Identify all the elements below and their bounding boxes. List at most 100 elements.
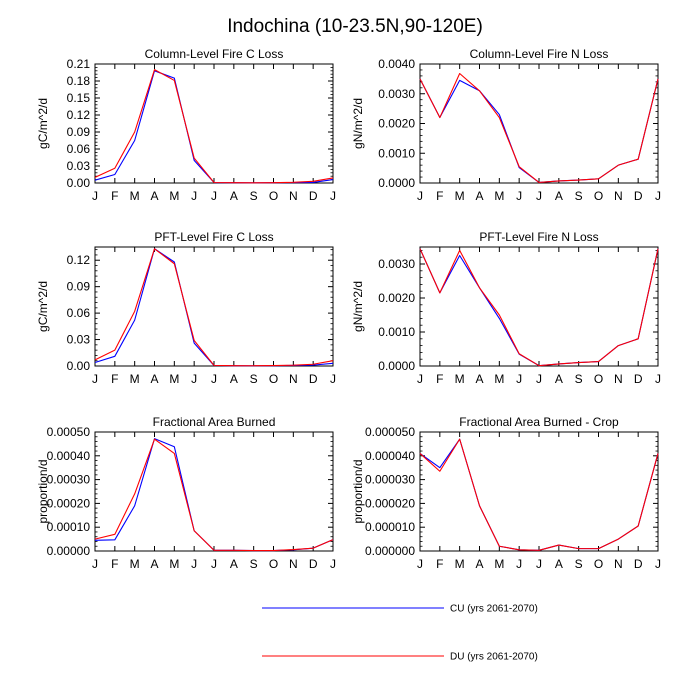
y-tick-label: 0.00030 [47, 473, 91, 487]
x-tick-label: J [417, 189, 423, 203]
y-tick-label: 0.0000 [378, 176, 415, 190]
plot-frame [94, 431, 334, 552]
plot-frame [419, 246, 659, 367]
x-tick-label: J [92, 372, 98, 386]
x-tick-label: J [516, 189, 522, 203]
x-tick-label: N [614, 372, 623, 386]
x-tick-label: J [191, 372, 197, 386]
x-tick-label: A [150, 372, 158, 386]
series-line-du [94, 438, 334, 552]
y-tick-label: 0.000010 [365, 520, 415, 534]
x-tick-label: M [130, 189, 140, 203]
panel-title: PFT-Level Fire C Loss [154, 230, 273, 244]
series-line-du [94, 248, 334, 367]
y-tick-label: 0.0020 [378, 291, 415, 305]
y-tick-label: 0.000030 [365, 473, 415, 487]
y-tick-label: 0.00050 [47, 425, 91, 439]
x-tick-label: S [250, 557, 258, 571]
y-tick-label: 0.00000 [47, 544, 91, 558]
x-tick-label: J [211, 557, 217, 571]
x-tick-label: A [475, 189, 483, 203]
x-tick-label: D [634, 372, 643, 386]
series-line-du [419, 72, 659, 183]
x-tick-label: A [475, 372, 483, 386]
x-tick-label: S [575, 372, 583, 386]
x-tick-label: S [250, 372, 258, 386]
series-line-cu [94, 70, 334, 184]
y-tick-label: 0.000000 [365, 544, 415, 558]
x-tick-label: J [417, 372, 423, 386]
y-tick-label: 0.03 [67, 159, 91, 173]
x-tick-label: M [494, 189, 504, 203]
x-tick-label: J [655, 557, 661, 571]
x-tick-label: J [92, 557, 98, 571]
y-tick-label: 0.06 [67, 306, 91, 320]
x-tick-label: F [111, 189, 118, 203]
series-line-cu [94, 438, 334, 552]
panel-title: Fractional Area Burned - Crop [459, 415, 619, 429]
y-tick-label: 0.0040 [378, 57, 415, 71]
x-tick-label: A [230, 189, 238, 203]
x-tick-label: S [575, 557, 583, 571]
x-tick-label: M [455, 372, 465, 386]
x-tick-label: F [111, 372, 118, 386]
x-tick-label: N [289, 372, 298, 386]
x-tick-label: O [594, 189, 603, 203]
y-tick-label: 0.0030 [378, 87, 415, 101]
x-tick-label: O [269, 372, 278, 386]
y-tick-label: 0.12 [67, 108, 91, 122]
series-line-cu [94, 248, 334, 367]
x-tick-label: D [634, 189, 643, 203]
panel-title: Fractional Area Burned [153, 415, 276, 429]
x-tick-label: M [455, 189, 465, 203]
x-tick-label: D [634, 557, 643, 571]
y-axis-label: gN/m^2/d [351, 281, 365, 332]
x-tick-label: J [330, 189, 336, 203]
x-tick-label: F [436, 557, 443, 571]
x-tick-label: M [494, 372, 504, 386]
x-tick-label: M [169, 189, 179, 203]
x-tick-label: F [111, 557, 118, 571]
y-tick-label: 0.00 [67, 176, 91, 190]
y-tick-label: 0.15 [67, 91, 91, 105]
y-tick-label: 0.0030 [378, 257, 415, 271]
x-tick-label: A [555, 372, 563, 386]
x-tick-label: O [594, 372, 603, 386]
y-tick-label: 0.18 [67, 74, 91, 88]
x-tick-label: J [655, 189, 661, 203]
y-tick-label: 0.000040 [365, 449, 415, 463]
x-tick-label: M [130, 372, 140, 386]
x-tick-label: O [594, 557, 603, 571]
y-tick-label: 0.00 [67, 359, 91, 373]
x-tick-label: A [475, 557, 483, 571]
panel-title: Column-Level Fire C Loss [145, 47, 284, 61]
x-tick-label: J [191, 189, 197, 203]
x-tick-label: M [169, 557, 179, 571]
x-tick-label: D [309, 557, 318, 571]
x-tick-label: J [536, 189, 542, 203]
x-tick-label: J [330, 372, 336, 386]
x-tick-label: D [309, 372, 318, 386]
series-line-cu [419, 248, 659, 367]
y-tick-label: 0.12 [67, 253, 91, 267]
x-tick-label: M [455, 557, 465, 571]
x-tick-label: J [330, 557, 336, 571]
x-tick-label: J [92, 189, 98, 203]
y-tick-label: 0.0010 [378, 146, 415, 160]
y-tick-label: 0.000050 [365, 425, 415, 439]
legend-label-du: DU (yrs 2061-2070) [450, 652, 538, 663]
y-axis-label: gC/m^2/d [36, 98, 50, 149]
y-tick-label: 0.0010 [378, 325, 415, 339]
x-tick-label: A [555, 557, 563, 571]
x-tick-label: N [614, 557, 623, 571]
y-axis-label: gN/m^2/d [351, 98, 365, 149]
y-tick-label: 0.00010 [47, 520, 91, 534]
x-tick-label: J [536, 557, 542, 571]
